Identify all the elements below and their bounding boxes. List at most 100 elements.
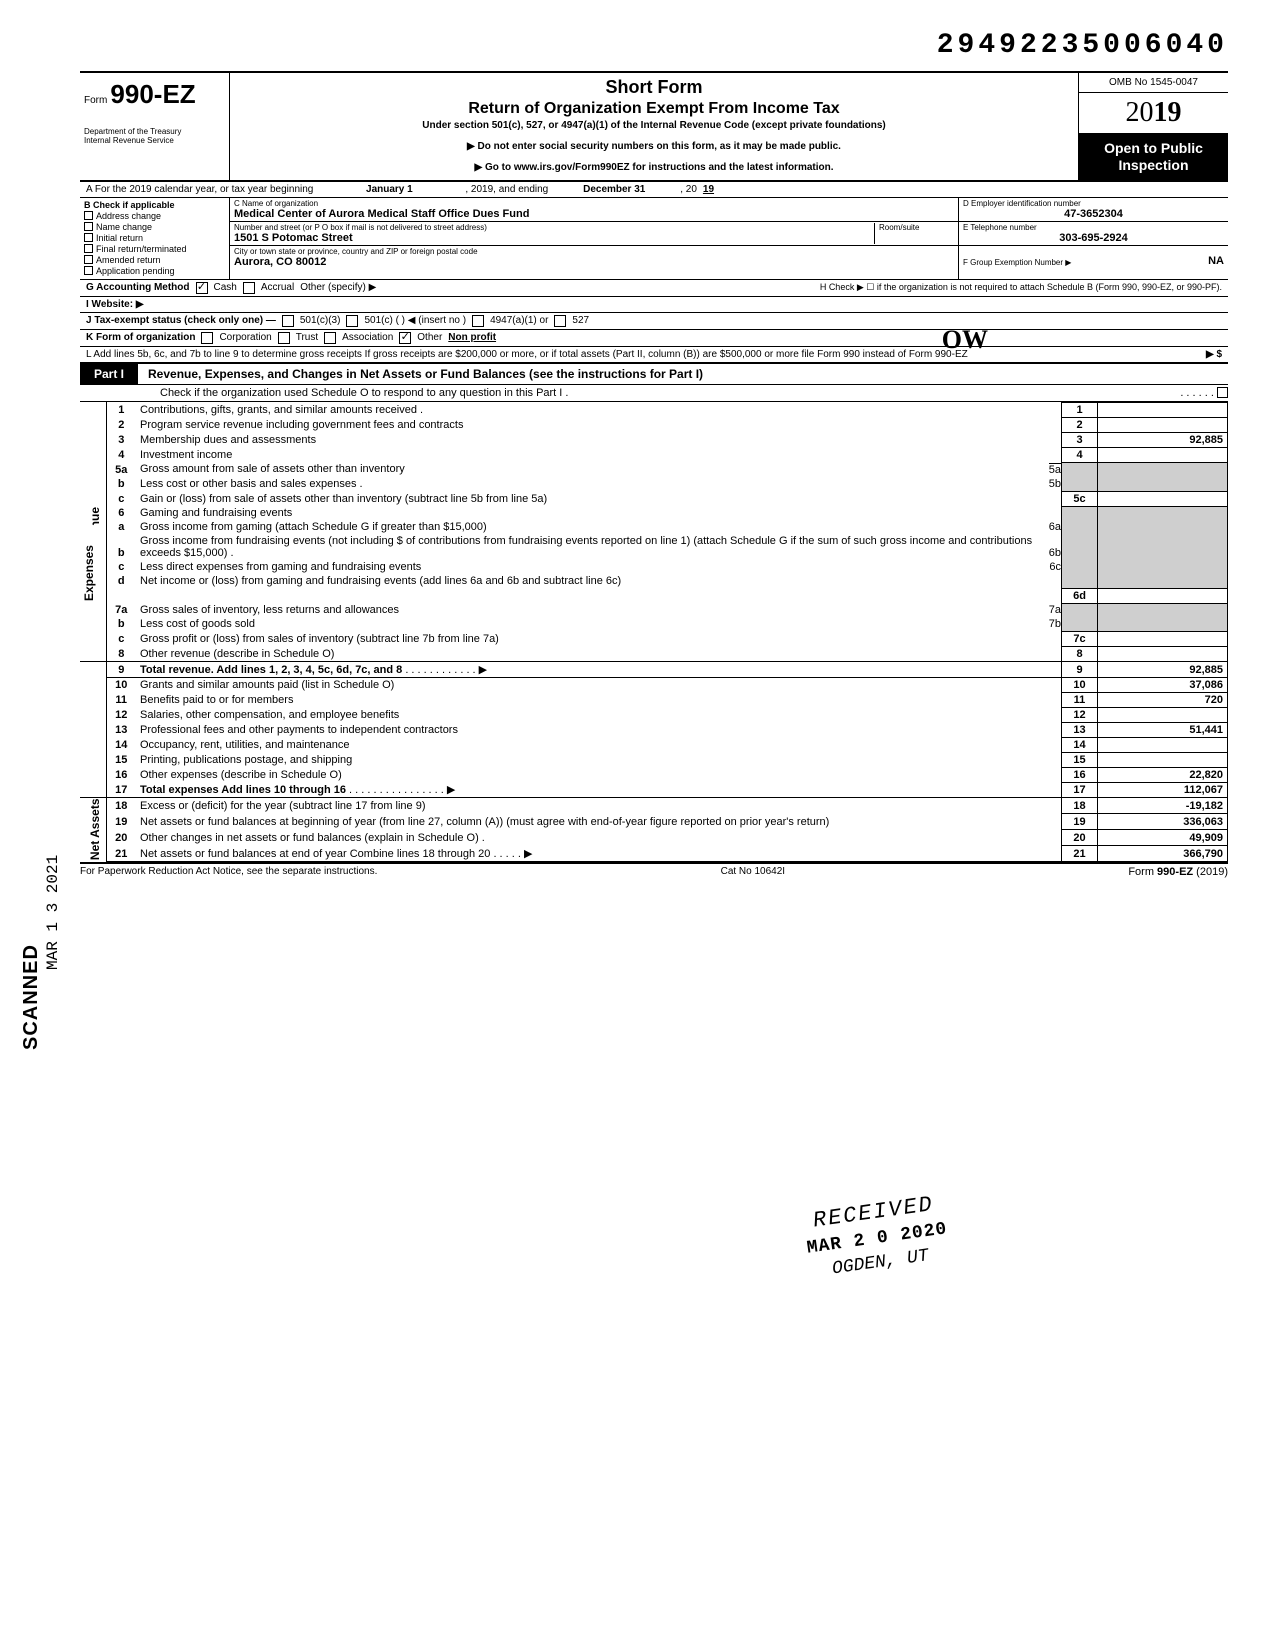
footer-mid: Cat No 10642I	[721, 866, 786, 878]
k-other-text: Non profit	[448, 332, 496, 343]
row-j: J Tax-exempt status (check only one) — 5…	[80, 313, 1228, 330]
chk-initial-return[interactable]	[84, 233, 93, 242]
chk-assoc[interactable]	[324, 332, 336, 344]
check-b-label: B Check if applicable	[84, 200, 225, 210]
tax-year: 2019	[1079, 93, 1228, 134]
line-13-val: 51,441	[1098, 722, 1228, 737]
city-label: City or town state or province, country …	[234, 247, 954, 256]
part1-header: Part I Revenue, Expenses, and Changes in…	[80, 362, 1228, 385]
side-netassets: Net Assets	[80, 798, 106, 862]
chk-cash[interactable]: ✓	[196, 282, 208, 294]
line-14-val	[1098, 737, 1228, 752]
line-5c-desc: Gain or (loss) from sale of assets other…	[140, 493, 547, 505]
h-text: H Check ▶ ☐ if the organization is not r…	[820, 282, 1222, 293]
line-12-val	[1098, 707, 1228, 722]
e-phone-label: E Telephone number	[963, 223, 1224, 232]
f-group-label: F Group Exemption Number ▶	[963, 258, 1071, 267]
phone-value: 303-695-2924	[963, 232, 1224, 244]
line-6d-desc: Net income or (loss) from gaming and fun…	[140, 575, 621, 587]
line-20-val: 49,909	[1098, 829, 1228, 845]
received-stamp: RECEIVED MAR 2 0 2020 OGDEN, UT	[802, 1191, 952, 1283]
ty-begin: January 1	[319, 184, 459, 195]
entity-block: B Check if applicable Address change Nam…	[80, 198, 1228, 280]
lines-table: Revenue 1 Contributions, gifts, grants, …	[80, 402, 1228, 863]
subtitle: Under section 501(c), 527, or 4947(a)(1)…	[238, 120, 1070, 131]
line-5b-desc: Less cost or other basis and sales expen…	[140, 478, 1049, 490]
line-10-val: 37,086	[1098, 677, 1228, 692]
line-4-val	[1098, 447, 1228, 462]
line-18-desc: Excess or (deficit) for the year (subtra…	[140, 800, 426, 812]
side-expenses: Expenses	[78, 525, 100, 621]
chk-501c[interactable]	[346, 315, 358, 327]
chk-corp[interactable]	[201, 332, 213, 344]
form-header: Form 990-EZ Department of the Treasury I…	[80, 71, 1228, 182]
line-15-desc: Printing, publications postage, and ship…	[140, 754, 352, 766]
form-number: 990-EZ	[110, 79, 195, 109]
scanned-stamp: SCANNED	[20, 944, 43, 1050]
line-7b-desc: Less cost of goods sold	[140, 618, 1049, 630]
chk-trust[interactable]	[278, 332, 290, 344]
chk-address-change[interactable]	[84, 211, 93, 220]
group-exemption-value: NA	[1208, 255, 1224, 267]
line-6-desc: Gaming and fundraising events	[140, 507, 292, 519]
line-11-val: 720	[1098, 692, 1228, 707]
part1-title: Revenue, Expenses, and Changes in Net As…	[138, 367, 703, 381]
line-5c-val	[1098, 491, 1228, 506]
open-public-badge: Open to Public Inspection	[1079, 134, 1228, 180]
chk-4947[interactable]	[472, 315, 484, 327]
line-6d-val	[1098, 588, 1228, 603]
org-city: Aurora, CO 80012	[234, 256, 954, 268]
line-7c-val	[1098, 631, 1228, 646]
chk-other[interactable]: ✓	[399, 332, 411, 344]
chk-amended[interactable]	[84, 255, 93, 264]
notice-url: ▶ Go to www.irs.gov/Form990EZ for instru…	[238, 162, 1070, 173]
line-14-desc: Occupancy, rent, utilities, and maintena…	[140, 739, 350, 751]
line-8-val	[1098, 646, 1228, 661]
dln-number: 29492235006040	[80, 30, 1228, 61]
line-1-desc: Contributions, gifts, grants, and simila…	[140, 404, 423, 416]
line-18-val: -19,182	[1098, 798, 1228, 814]
line-5a-desc: Gross amount from sale of assets other t…	[140, 463, 1049, 476]
line-16-desc: Other expenses (describe in Schedule O)	[140, 769, 342, 781]
line-8-desc: Other revenue (describe in Schedule O)	[140, 648, 334, 660]
chk-sched-o[interactable]	[1217, 387, 1228, 398]
line-9-val: 92,885	[1098, 661, 1228, 677]
notice-ssn: ▶ Do not enter social security numbers o…	[238, 141, 1070, 152]
ty-end: December 31	[554, 184, 674, 195]
sched-o-check-row: Check if the organization used Schedule …	[80, 385, 1228, 402]
line-7a-desc: Gross sales of inventory, less returns a…	[140, 604, 1049, 616]
footer: For Paperwork Reduction Act Notice, see …	[80, 862, 1228, 878]
chk-accrual[interactable]	[243, 282, 255, 294]
line-12-desc: Salaries, other compensation, and employ…	[140, 709, 399, 721]
line-6b-desc: Gross income from fundraising events (no…	[140, 535, 1049, 559]
line-17-desc: Total expenses Add lines 10 through 16	[140, 784, 346, 796]
line-9-desc: Total revenue. Add lines 1, 2, 3, 4, 5c,…	[140, 664, 402, 676]
chk-name-change[interactable]	[84, 222, 93, 231]
ein-value: 47-3652304	[963, 208, 1224, 220]
line-20-desc: Other changes in net assets or fund bala…	[140, 832, 485, 844]
org-name: Medical Center of Aurora Medical Staff O…	[234, 208, 954, 220]
line-17-val: 112,067	[1098, 782, 1228, 798]
line-3-desc: Membership dues and assessments	[140, 434, 316, 446]
line-4-desc: Investment income	[140, 449, 232, 461]
line-11-desc: Benefits paid to or for members	[140, 694, 293, 706]
part1-tab: Part I	[80, 364, 138, 384]
chk-app-pending[interactable]	[84, 266, 93, 275]
chk-501c3[interactable]	[282, 315, 294, 327]
chk-527[interactable]	[554, 315, 566, 327]
line-6a-desc: Gross income from gaming (attach Schedul…	[140, 521, 1049, 533]
line-19-desc: Net assets or fund balances at beginning…	[140, 816, 829, 828]
line-2-desc: Program service revenue including govern…	[140, 419, 463, 431]
omb-number: OMB No 1545-0047	[1079, 73, 1228, 93]
line-6c-desc: Less direct expenses from gaming and fun…	[140, 561, 1049, 573]
addr-label: Number and street (or P O box if mail is…	[234, 223, 874, 232]
chk-final-return[interactable]	[84, 244, 93, 253]
d-ein-label: D Employer identification number	[963, 199, 1224, 208]
row-l: L Add lines 5b, 6c, and 7b to line 9 to …	[80, 347, 1228, 362]
line-15-val	[1098, 752, 1228, 767]
line-3-val: 92,885	[1098, 432, 1228, 447]
line-21-val: 366,790	[1098, 845, 1228, 861]
row-i: I Website: ▶	[80, 297, 1228, 313]
line-1-val	[1098, 402, 1228, 417]
line-2-val	[1098, 417, 1228, 432]
